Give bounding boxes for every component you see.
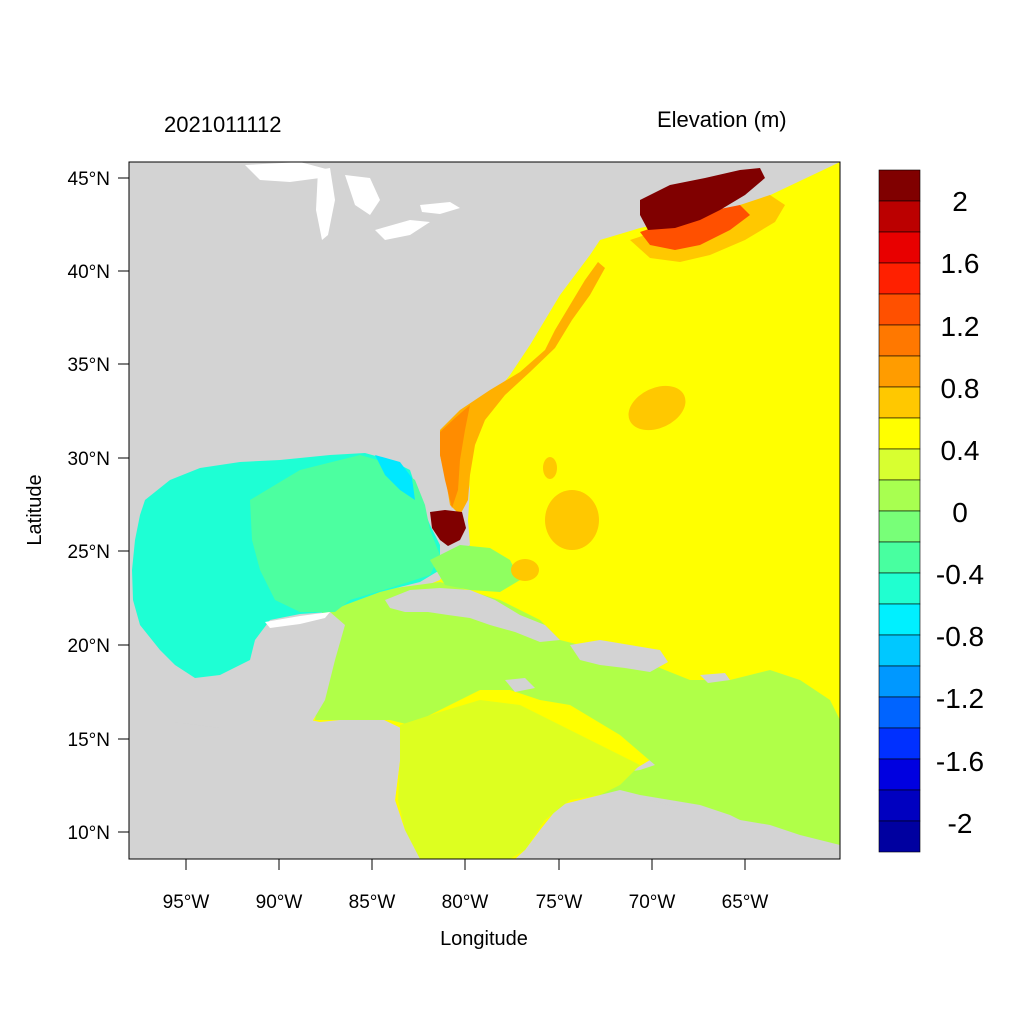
colorbar-swatch xyxy=(878,479,921,512)
gulf-coast-whitespace xyxy=(265,612,330,628)
colorbar-swatch xyxy=(878,758,921,791)
lakes xyxy=(245,162,460,628)
colorbar-swatch xyxy=(878,696,921,729)
colorbar-labels: 2 1.6 1.2 0.8 0.4 0 -0.4 -0.8 -1.2 -1.6 … xyxy=(936,186,984,839)
hispaniola xyxy=(570,640,668,672)
colorbar-swatch xyxy=(878,386,921,419)
cuba xyxy=(385,588,560,642)
date-title: 2021011112 xyxy=(164,112,282,137)
colorbar-swatch xyxy=(878,510,921,543)
cb-label-neg2: -2 xyxy=(948,808,973,839)
cb-label-neg0.8: -0.8 xyxy=(936,621,984,652)
lat-label-25: 25°N xyxy=(68,542,110,563)
cb-label-1.2: 1.2 xyxy=(941,311,980,342)
field-title: Elevation (m) xyxy=(657,107,787,132)
lon-label-80: 80°W xyxy=(442,892,489,913)
caribbean-sea xyxy=(315,582,840,859)
lat-label-30: 30°N xyxy=(68,449,110,470)
lake-huron xyxy=(345,175,380,215)
colorbar-swatch xyxy=(878,200,921,233)
cb-label-0: 0 xyxy=(952,497,968,528)
colorbar xyxy=(878,169,921,853)
lat-label-45: 45°N xyxy=(68,169,110,190)
lat-label-20: 20°N xyxy=(68,636,110,657)
lat-label-35: 35°N xyxy=(68,355,110,376)
colorbar-swatch xyxy=(878,417,921,450)
lat-label-40: 40°N xyxy=(68,262,110,283)
atlantic-blob-2 xyxy=(545,490,599,550)
lake-superior xyxy=(245,162,330,182)
central-america xyxy=(129,612,420,859)
cb-label-neg1.2: -1.2 xyxy=(936,683,984,714)
georgia-bight-surge xyxy=(440,405,470,508)
colorbar-swatch xyxy=(878,665,921,698)
colorbar-swatch xyxy=(878,355,921,388)
lat-label-15: 15°N xyxy=(68,730,110,751)
colorbar-swatch xyxy=(878,324,921,357)
colorbar-swatch xyxy=(878,262,921,295)
lon-label-95: 95°W xyxy=(163,892,210,913)
land-masses xyxy=(129,588,840,859)
gulf-of-maine-surge-3 xyxy=(640,168,765,230)
y-axis-title: Latitude xyxy=(24,474,46,545)
cb-label-2: 2 xyxy=(952,186,968,217)
cb-label-neg0.4: -0.4 xyxy=(936,559,984,590)
atlantic-blob-1 xyxy=(628,385,686,431)
south-florida-surge xyxy=(430,510,466,546)
colorbar-swatch xyxy=(878,541,921,574)
cb-label-0.4: 0.4 xyxy=(941,435,980,466)
atlantic-blob-3 xyxy=(543,457,557,479)
lon-axis: 95°W 90°W 85°W 80°W 75°W 70°W 65°W xyxy=(163,859,769,913)
south-america xyxy=(525,795,840,859)
colorbar-swatch xyxy=(878,634,921,667)
colorbar-swatch xyxy=(878,231,921,264)
lon-label-70: 70°W xyxy=(629,892,676,913)
x-axis-title: Longitude xyxy=(440,928,528,950)
lake-ontario xyxy=(420,202,460,214)
southeast-coast-surge xyxy=(440,262,605,515)
bahamas-blob xyxy=(511,559,539,581)
cb-label-neg1.6: -1.6 xyxy=(936,746,984,777)
lat-axis: 45°N 40°N 35°N 30°N 25°N 20°N 15°N 10°N xyxy=(68,169,129,844)
gulf-northeast xyxy=(375,455,415,500)
colorbar-swatch xyxy=(878,572,921,605)
lake-michigan xyxy=(316,168,335,240)
lon-label-85: 85°W xyxy=(349,892,396,913)
lon-label-65: 65°W xyxy=(722,892,769,913)
colorbar-swatch xyxy=(878,727,921,760)
colorbar-swatch xyxy=(878,169,921,202)
colorbar-swatch xyxy=(878,603,921,636)
cb-label-0.8: 0.8 xyxy=(941,373,980,404)
map-plot-area xyxy=(129,162,840,859)
colorbar-swatch xyxy=(878,820,921,853)
puerto-rico xyxy=(700,673,730,683)
colorbar-swatch xyxy=(878,789,921,822)
caribbean-central xyxy=(398,700,640,859)
colorbar-swatch xyxy=(878,448,921,481)
lon-label-90: 90°W xyxy=(256,892,303,913)
lon-label-75: 75°W xyxy=(536,892,583,913)
cb-label-1.6: 1.6 xyxy=(941,248,980,279)
jamaica xyxy=(505,678,535,692)
florida-straits xyxy=(430,545,520,592)
lat-label-10: 10°N xyxy=(68,823,110,844)
gulf-east xyxy=(250,455,440,612)
plot-frame xyxy=(128,161,841,860)
lake-erie xyxy=(375,220,430,240)
colorbar-swatch xyxy=(878,293,921,326)
gulf-of-maine-surge-2 xyxy=(640,205,750,250)
